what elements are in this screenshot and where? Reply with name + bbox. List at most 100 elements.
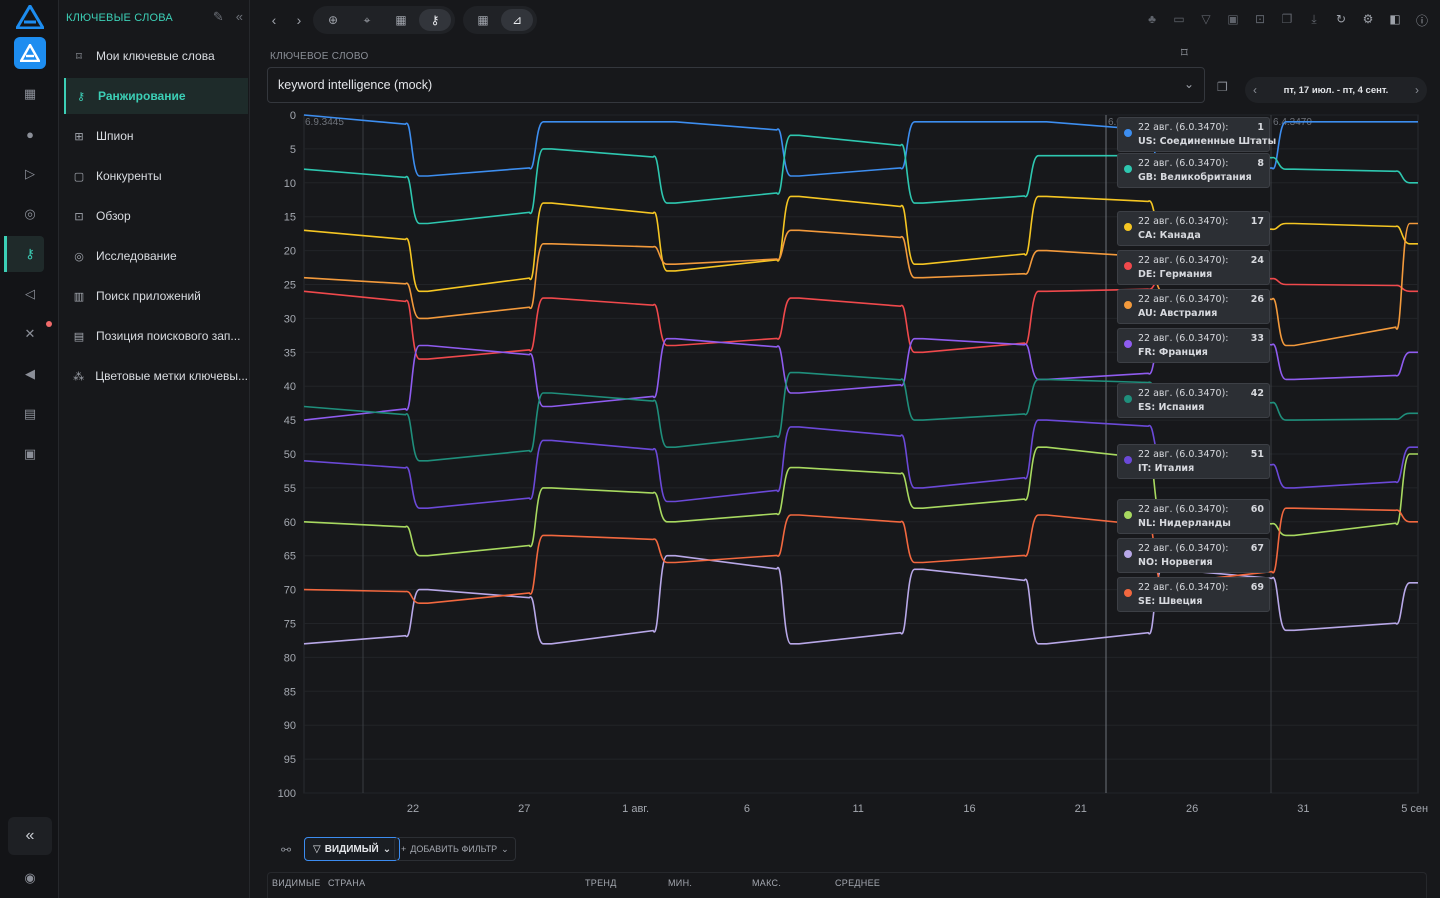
bookmark-icon[interactable]: ⌑	[1181, 45, 1188, 60]
download-icon[interactable]: ⤓	[1311, 12, 1317, 26]
collapse-sidebar-icon[interactable]: «	[235, 9, 243, 24]
app-tile-icon[interactable]	[14, 37, 46, 69]
tooltip-date: 22 авг. (6.0.3470):	[1138, 504, 1229, 515]
y-tick-label: 35	[284, 347, 296, 359]
main-content: ‹ › ⊕ ⌖ ▦ ⚷ ▦ ⊿ ♣ ▭ ▽ ▣ ⊡ ❐ ⤓ ↻ ⚙ ◧ ⓘ КЛ…	[251, 0, 1440, 898]
sidebar-item-app-search[interactable]: ▥ Поиск приложений	[64, 278, 248, 314]
spy-icon: ⊞	[74, 130, 84, 143]
y-tick-label: 85	[284, 686, 296, 698]
y-tick-label: 90	[284, 720, 296, 732]
sidebar: КЛЮЧЕВЫЕ СЛОВА ✎ « ⌑ Мои ключевые слова …	[60, 0, 250, 898]
col-average[interactable]: СРЕДНЕЕ	[835, 878, 881, 888]
filter-settings-icon[interactable]: ⚯	[281, 843, 292, 857]
icon-rail: ▦ ● ▷ ◎ ⚷ ◁ ✕ ◀ ▤ ▣ « ◉	[0, 0, 59, 898]
app-logo-icon[interactable]	[16, 5, 44, 29]
filter-icon[interactable]: ▽	[1201, 12, 1211, 26]
series-line-es	[303, 371, 1418, 462]
chart-view-icon[interactable]: ⊿	[501, 9, 533, 31]
help-icon[interactable]: ⓘ	[1415, 14, 1428, 28]
tooltip-value: 1	[1257, 122, 1264, 133]
tooltip-country: IT: Италия	[1138, 462, 1195, 474]
store-icon[interactable]: ▣	[23, 446, 37, 461]
sidebar-item-overview[interactable]: ⊡ Обзор	[64, 198, 248, 234]
notification-dot	[46, 321, 52, 327]
sound-icon[interactable]: ◀	[25, 366, 35, 381]
col-min[interactable]: МИН.	[668, 878, 693, 888]
series-tooltip: 22 авг. (6.0.3470): 51 IT: Италия	[1117, 444, 1270, 479]
key-icon[interactable]: ⚷	[419, 9, 451, 31]
megaphone-icon[interactable]: ◁	[25, 286, 35, 301]
keyword-value: keyword intelligence (mock)	[278, 78, 433, 92]
y-tick-label: 75	[284, 619, 296, 631]
google-play-icon[interactable]: ▷	[25, 166, 35, 181]
target-icon[interactable]: ◎	[24, 206, 36, 221]
tooltip-value: 17	[1250, 216, 1264, 227]
tooltip-value: 33	[1250, 333, 1264, 344]
series-tooltip: 22 авг. (6.0.3470): 24 DE: Германия	[1117, 250, 1270, 285]
user-icon[interactable]: ◉	[24, 870, 36, 885]
competitors-icon: ▢	[73, 170, 85, 183]
tooltip-country: FR: Франция	[1138, 346, 1208, 358]
sidebar-item-search-position[interactable]: ▤ Позиция поискового зап...	[64, 318, 248, 354]
tooltip-country: NL: Нидерланды	[1138, 517, 1231, 529]
screenshot-icon[interactable]: ⊡	[1254, 12, 1266, 26]
collapse-rail-button[interactable]: «	[8, 817, 52, 855]
tooltip-value: 60	[1250, 504, 1264, 515]
y-tick-label: 55	[284, 483, 296, 495]
sidebar-item-label: Ранжирование	[98, 89, 186, 103]
sidebar-item-competitors[interactable]: ▢ Конкуренты	[64, 158, 248, 194]
visible-filter-label: ВИДИМЫЙ	[324, 843, 379, 855]
globe-icon[interactable]: ⊕	[327, 13, 339, 27]
series-color-dot	[1124, 223, 1132, 231]
release-marker-label: 6.9.3445	[305, 117, 344, 128]
car-icon[interactable]: ▭	[1173, 12, 1185, 26]
col-trend[interactable]: ТРЕНД	[585, 878, 617, 888]
ranking-chart[interactable]: 0 5 10 15 20 25 30 35 40 45 50 55 60 65 70 75 80 85 90 95 10…	[251, 108, 1440, 828]
panel-icon[interactable]: ◧	[1389, 12, 1401, 26]
col-country[interactable]: СТРАНА	[328, 878, 366, 888]
series-line-ca	[303, 195, 1418, 293]
series-line-no	[303, 554, 1418, 645]
apple-icon[interactable]: ●	[26, 126, 34, 142]
copy-icon[interactable]: ❐	[1217, 80, 1228, 94]
tooltip-country: AU: Австралия	[1138, 307, 1218, 319]
gear-icon[interactable]: ⚙	[1362, 12, 1374, 26]
series-tooltip: 22 авг. (6.0.3470): 69 SE: Швеция	[1117, 577, 1270, 612]
chart-svg[interactable]: 0 5 10 15 20 25 30 35 40 45 50 55 60 65 70 75 80 85 90 95 10…	[251, 108, 1440, 828]
refresh-icon[interactable]: ↻	[1335, 12, 1347, 26]
series-color-dot	[1124, 340, 1132, 348]
sidebar-item-research[interactable]: ◎ Исследование	[64, 238, 248, 274]
forward-icon[interactable]: ›	[296, 12, 302, 28]
visible-filter-button[interactable]: ▽ ВИДИМЫЙ ⌄	[304, 837, 401, 861]
sidebar-item-color-tags[interactable]: ⁂ Цветовые метки ключевы...	[64, 358, 248, 394]
sidebar-title: КЛЮЧЕВЫЕ СЛОВА	[66, 12, 173, 24]
add-filter-label: ДОБАВИТЬ ФИЛЬТР	[410, 844, 498, 854]
table-view-icon[interactable]: ▦	[477, 13, 489, 27]
copy-icon[interactable]: ❐	[1281, 12, 1293, 26]
date-range-picker[interactable]: ‹ пт, 17 июл. - пт, 4 сент. ›	[1245, 77, 1427, 103]
prev-period-icon[interactable]: ‹	[1253, 83, 1257, 97]
col-visible[interactable]: ВИДИМЫЕ	[272, 878, 321, 888]
apps-grid-icon[interactable]: ▦	[23, 86, 37, 101]
col-max[interactable]: МАКС.	[752, 878, 782, 888]
edit-icon[interactable]: ✎	[212, 9, 224, 24]
sidebar-item-spy[interactable]: ⊞ Шпион	[64, 118, 248, 154]
hierarchy-icon[interactable]: ♣	[1148, 12, 1156, 26]
document-icon: ▤	[73, 330, 85, 343]
back-icon[interactable]: ‹	[271, 12, 277, 28]
calendar-icon[interactable]: ▦	[395, 13, 407, 27]
cpu-icon[interactable]: ▣	[1227, 12, 1239, 26]
sidebar-item-ranking[interactable]: ⚷ Ранжирование	[64, 78, 248, 114]
keyword-select[interactable]: keyword intelligence (mock) ⌄	[267, 67, 1205, 103]
key-icon[interactable]: ⚷	[25, 246, 35, 261]
next-period-icon[interactable]: ›	[1414, 83, 1419, 97]
tooltip-date: 22 авг. (6.0.3470):	[1138, 255, 1229, 266]
sidebar-item-label: Исследование	[96, 249, 177, 263]
report-icon[interactable]: ▤	[23, 406, 37, 421]
tooltip-date: 22 авг. (6.0.3470):	[1138, 122, 1229, 133]
add-filter-button[interactable]: + ДОБАВИТЬ ФИЛЬТР ⌄	[394, 837, 516, 861]
series-color-dot	[1124, 456, 1132, 464]
sidebar-item-my-keywords[interactable]: ⌑ Мои ключевые слова	[64, 38, 248, 74]
location-icon[interactable]: ⌖	[363, 12, 371, 27]
tools-icon[interactable]: ✕	[24, 326, 36, 341]
